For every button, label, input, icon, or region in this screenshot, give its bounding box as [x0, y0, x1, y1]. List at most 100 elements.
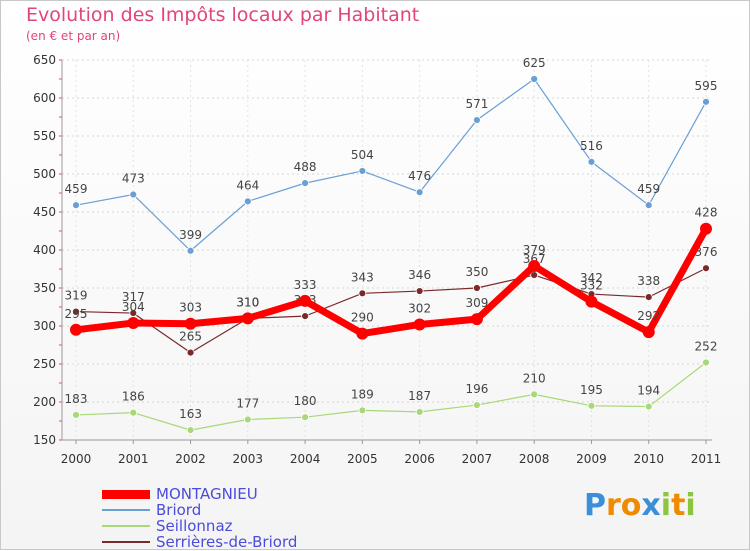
- data-point: [700, 222, 712, 235]
- data-point: [528, 259, 541, 272]
- data-point: [129, 408, 138, 417]
- data-point: [129, 309, 138, 317]
- x-tick-label: 2000: [61, 452, 92, 466]
- data-label: 304: [122, 300, 145, 314]
- series-line: [75, 78, 707, 252]
- legend-label: MONTAGNIEU: [156, 485, 258, 503]
- x-tick-label: 2008: [519, 452, 550, 466]
- data-point: [473, 284, 481, 292]
- data-label: 177: [236, 396, 259, 410]
- data-point: [358, 167, 367, 175]
- series-line: [75, 267, 707, 354]
- data-point: [184, 317, 197, 330]
- series-briord: 459 473 399 464 488 504 476 571 625 516 459 595: [65, 56, 718, 255]
- logo-letter: r: [606, 488, 621, 523]
- data-label: 265: [179, 330, 202, 344]
- series-montagnieu: 295 304 303 310 333 290 302 309 379 332 292 428: [65, 206, 717, 340]
- data-label: 295: [65, 307, 88, 321]
- data-label: 194: [637, 384, 660, 398]
- data-point: [356, 327, 369, 340]
- data-point: [186, 246, 195, 255]
- x-tick-label: 2004: [290, 452, 321, 466]
- data-point: [299, 294, 312, 307]
- data-label: 595: [695, 79, 718, 93]
- y-tick-label: 300: [33, 319, 56, 333]
- data-label: 290: [351, 311, 374, 325]
- data-label: 379: [523, 243, 546, 257]
- data-point: [644, 402, 653, 411]
- series-seillonnaz: 183 186 163 177 180 189 187 196 210 195 194 252: [65, 339, 718, 435]
- data-point: [702, 97, 710, 106]
- y-tick-label: 600: [33, 91, 56, 105]
- data-label: 303: [179, 301, 202, 315]
- data-label: 163: [179, 407, 202, 421]
- data-point: [243, 197, 252, 206]
- data-label: 187: [408, 389, 431, 403]
- logo-letter: P: [584, 488, 606, 523]
- legend-item-serrieres[interactable]: Serrières-de-Briord: [102, 534, 297, 550]
- data-label: 309: [465, 296, 488, 310]
- x-tick-label: 2006: [404, 452, 435, 466]
- proxiti-logo[interactable]: Proxiti: [584, 488, 696, 523]
- data-point: [358, 406, 367, 415]
- data-point: [644, 293, 653, 302]
- data-label: 516: [580, 139, 603, 153]
- data-point: [127, 316, 140, 329]
- data-point: [702, 264, 710, 273]
- y-tick-label: 450: [33, 205, 56, 219]
- data-label: 459: [637, 182, 660, 196]
- data-label: 367: [523, 252, 546, 266]
- legend-item-briord[interactable]: Briord: [102, 502, 297, 518]
- data-label: 310: [236, 295, 259, 309]
- legend-item-montagnieu[interactable]: MONTAGNIEU: [102, 486, 297, 502]
- data-label: 473: [122, 172, 145, 186]
- x-tick-label: 2010: [633, 452, 664, 466]
- legend-label: Serrières-de-Briord: [156, 533, 298, 551]
- data-label: 399: [179, 228, 202, 242]
- y-tick-label: 650: [33, 53, 56, 67]
- x-tick-label: 2007: [462, 452, 493, 466]
- logo-letter: o: [620, 488, 642, 523]
- data-label: 195: [580, 383, 603, 397]
- data-point: [415, 407, 424, 416]
- data-point: [243, 415, 252, 424]
- data-label: 317: [122, 290, 145, 304]
- tick-labels: 150 200 250 300 350 400 450 500 550 600 650 2000 200…: [33, 53, 721, 466]
- logo-letter: i: [685, 488, 696, 523]
- data-label: 252: [695, 339, 718, 353]
- data-label: 183: [65, 392, 88, 406]
- data-label: 376: [695, 245, 718, 259]
- data-point: [301, 179, 309, 188]
- data-point: [415, 188, 424, 197]
- data-label: 571: [465, 97, 488, 111]
- legend-item-seillonnaz[interactable]: Seillonnaz: [102, 518, 297, 534]
- data-point: [301, 312, 309, 321]
- data-point: [241, 312, 254, 325]
- logo-letter: x: [641, 488, 661, 523]
- x-tick-label: 2011: [691, 452, 722, 466]
- data-label: 350: [465, 265, 488, 279]
- legend-swatch-serrieres: [102, 541, 150, 543]
- data-label: 346: [408, 268, 431, 282]
- legend-label: Briord: [156, 501, 202, 519]
- data-label: 310: [236, 295, 259, 309]
- data-point: [585, 295, 598, 308]
- data-label: 342: [580, 271, 603, 285]
- y-tick-label: 350: [33, 281, 56, 295]
- y-tick-label: 550: [33, 129, 56, 143]
- data-label: 625: [523, 56, 546, 70]
- legend-label: Seillonnaz: [156, 517, 233, 535]
- data-label: 332: [580, 279, 603, 293]
- logo-letter: t: [671, 488, 686, 523]
- data-label: 459: [65, 182, 88, 196]
- chart-title: Evolution des Impôts locaux par Habitant: [26, 4, 420, 26]
- data-label: 333: [294, 278, 317, 292]
- data-point: [470, 313, 483, 326]
- y-tick-label: 400: [33, 243, 56, 257]
- data-point: [587, 157, 596, 166]
- data-point: [72, 307, 80, 316]
- data-point: [72, 411, 80, 419]
- data-point: [186, 426, 195, 435]
